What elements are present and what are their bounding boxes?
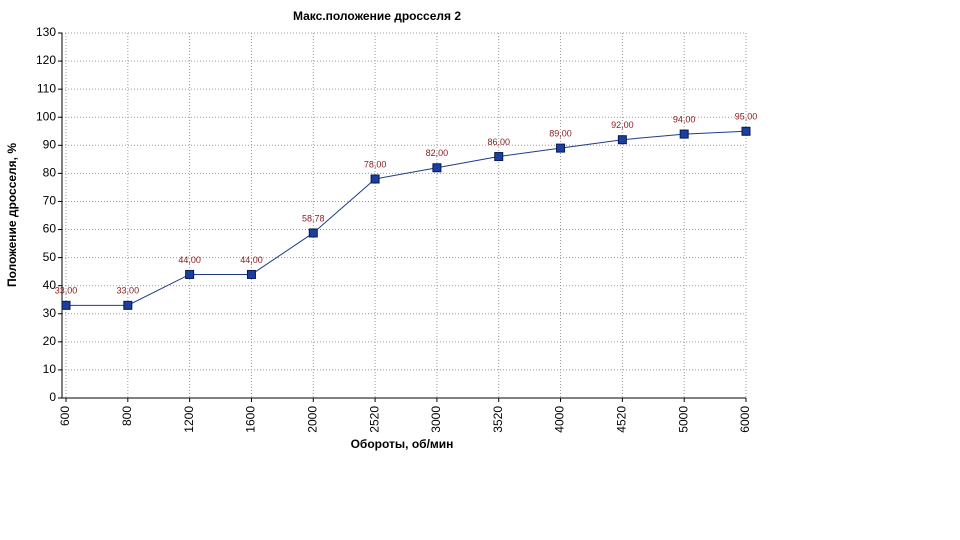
data-label: 86,00 xyxy=(487,137,510,147)
data-label: 33,00 xyxy=(55,286,78,296)
x-tick-label: 800 xyxy=(120,406,134,426)
marker xyxy=(61,300,71,310)
data-label: 44,00 xyxy=(178,255,201,265)
data-label: 78,00 xyxy=(364,159,387,169)
x-tick-label: 4000 xyxy=(553,406,567,433)
x-tick-label: 2000 xyxy=(305,406,319,433)
data-label: 94,00 xyxy=(673,114,696,124)
y-tick-label: 90 xyxy=(43,137,57,151)
y-tick-label: 120 xyxy=(36,53,56,67)
y-tick-label: 20 xyxy=(43,334,57,348)
x-axis-label: Обороты, об/мин xyxy=(351,437,454,451)
y-tick-label: 0 xyxy=(49,390,56,404)
data-label: 82,00 xyxy=(426,148,449,158)
y-tick-label: 80 xyxy=(43,166,57,180)
data-label: 44,00 xyxy=(240,255,263,265)
x-tick-label: 3520 xyxy=(491,406,505,433)
marker xyxy=(123,300,133,310)
x-tick-label: 5000 xyxy=(676,406,690,433)
marker xyxy=(741,126,751,136)
x-tick-label: 3000 xyxy=(429,406,443,433)
x-tick-label: 6000 xyxy=(738,406,752,433)
marker xyxy=(556,143,566,153)
y-tick-label: 100 xyxy=(36,109,56,123)
x-tick-label: 2520 xyxy=(367,406,381,433)
data-label: 33,00 xyxy=(117,286,140,296)
y-tick-label: 40 xyxy=(43,278,57,292)
chart-title: Макс.положение дросселя 2 xyxy=(293,9,461,23)
data-label: 58,78 xyxy=(302,213,325,223)
y-tick-label: 50 xyxy=(43,250,57,264)
y-tick-label: 110 xyxy=(37,81,56,95)
marker xyxy=(679,129,689,139)
marker xyxy=(308,228,318,238)
x-tick-label: 1600 xyxy=(244,406,258,433)
marker xyxy=(185,269,195,279)
marker xyxy=(617,135,627,145)
marker xyxy=(432,163,442,173)
x-tick-label: 4520 xyxy=(615,406,629,433)
x-tick-label: 1200 xyxy=(182,406,196,433)
line xyxy=(66,130,747,306)
marker xyxy=(494,152,504,162)
marker xyxy=(370,174,380,184)
x-tick-label: 600 xyxy=(58,406,72,426)
data-label: 92,00 xyxy=(611,120,634,130)
y-axis-label: Положение дросселя, % xyxy=(5,143,19,287)
y-tick-label: 60 xyxy=(43,222,57,236)
y-tick-label: 30 xyxy=(43,306,57,320)
y-tick-label: 130 xyxy=(36,25,56,39)
y-tick-label: 10 xyxy=(43,362,57,376)
data-label: 95,00 xyxy=(735,112,758,122)
data-label: 89,00 xyxy=(549,128,572,138)
marker xyxy=(246,269,256,279)
y-tick-label: 70 xyxy=(43,194,57,208)
